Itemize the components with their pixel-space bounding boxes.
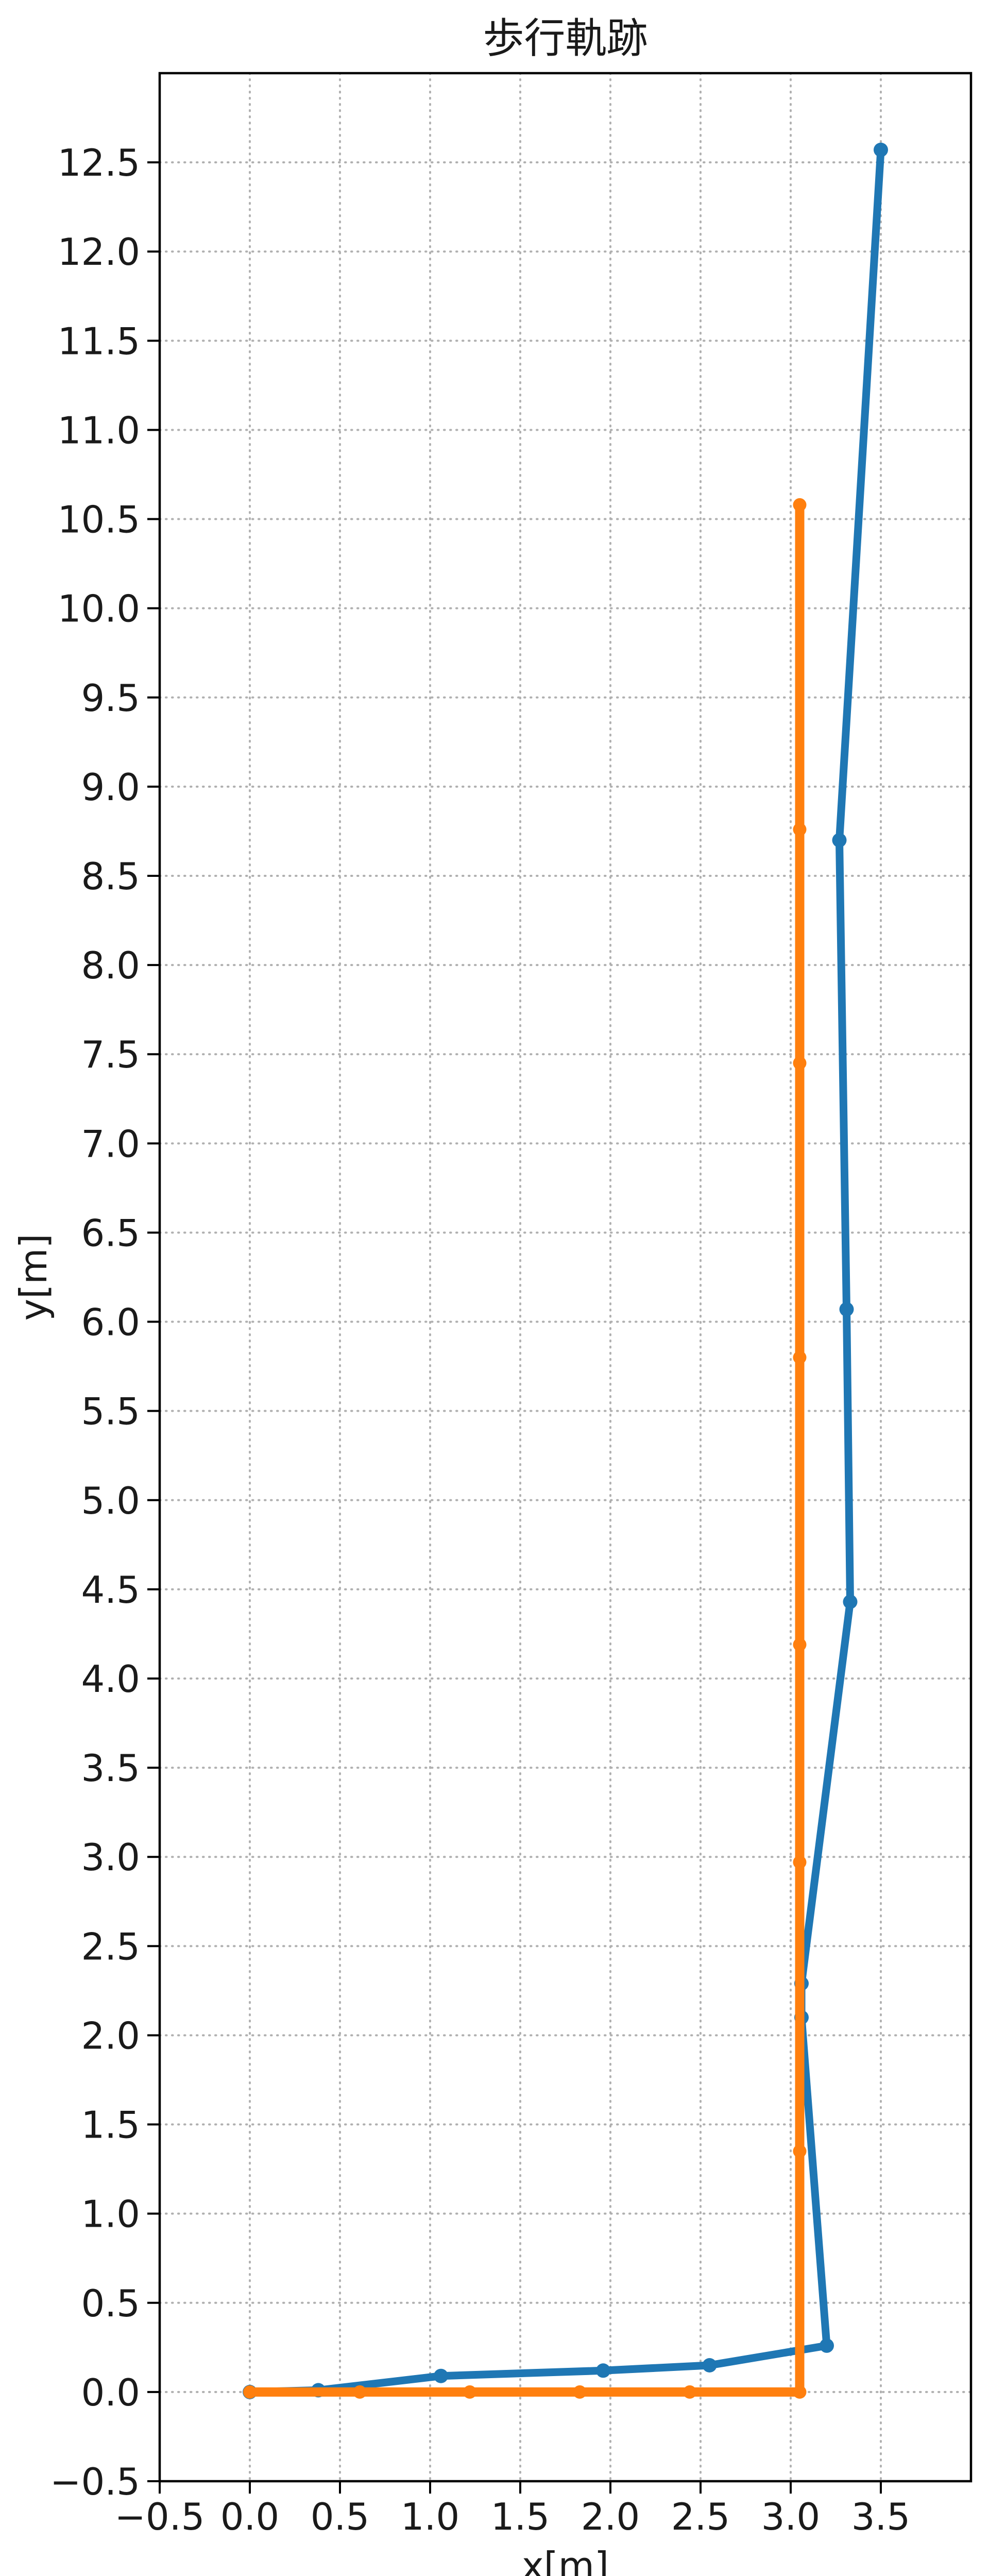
y-tick-label: 7.5 (81, 1033, 140, 1076)
x-axis-label: x[m] (522, 2544, 609, 2576)
y-tick-label: 9.0 (81, 766, 140, 809)
reference-trajectory-marker (793, 1056, 807, 1070)
measured-trajectory-marker (874, 142, 888, 157)
grid-layer (159, 72, 972, 2482)
reference-trajectory-marker (353, 2385, 367, 2399)
y-tick-label: 6.5 (81, 1211, 140, 1255)
reference-trajectory-marker (793, 1855, 807, 1869)
y-tick-label: 5.0 (81, 1479, 140, 1522)
reference-trajectory-marker (683, 2385, 696, 2399)
y-axis-label: y[m] (12, 1234, 55, 1321)
measured-trajectory-marker (839, 1302, 854, 1317)
axes-spines (158, 72, 973, 2483)
reference-trajectory-marker (573, 2385, 587, 2399)
chart-title: 歩行軌跡 (483, 14, 648, 62)
y-tick-label: 10.0 (58, 587, 140, 631)
y-tick-label: 9.5 (81, 676, 140, 720)
measured-trajectory-marker (843, 1595, 858, 1609)
y-tick-label: 5.5 (81, 1390, 140, 1433)
reference-trajectory-marker (243, 2385, 257, 2399)
y-tick-label: 1.5 (81, 2104, 140, 2147)
reference-trajectory-marker (793, 2144, 807, 2158)
y-tick-label: 10.5 (58, 498, 140, 541)
measured-trajectory-marker (434, 2368, 448, 2383)
reference-trajectory-marker (793, 1350, 807, 1364)
reference-trajectory-marker (793, 498, 807, 512)
x-tick-label: 3.5 (851, 2495, 911, 2538)
y-tick-label: 3.5 (81, 1747, 140, 1790)
reference-trajectory-marker (463, 2385, 476, 2399)
reference-trajectory-line (245, 500, 805, 2397)
measured-trajectory-marker (702, 2358, 717, 2372)
y-tick-label: 2.0 (81, 2014, 140, 2057)
y-tick-label: 4.5 (81, 1568, 140, 1612)
y-tick-label: 8.5 (81, 855, 140, 898)
y-tick-label: 0.5 (81, 2282, 140, 2325)
y-tick-label: 6.0 (81, 1301, 140, 1344)
y-tick-label: 2.5 (81, 1925, 140, 1968)
y-tick-label: 3.0 (81, 1836, 140, 1879)
y-tick-label: 12.5 (58, 141, 140, 184)
x-tick-label: 2.0 (581, 2495, 640, 2538)
y-tick-label: 1.0 (81, 2193, 140, 2236)
measured-trajectory-line (246, 146, 885, 2396)
y-tick-label: 11.0 (58, 409, 140, 452)
x-tick-label: 1.5 (491, 2495, 550, 2538)
y-tick-label: 7.0 (81, 1122, 140, 1165)
x-tick-label: 0.5 (311, 2495, 370, 2538)
y-tick-label: 0.0 (81, 2371, 140, 2414)
y-tick-label: 4.0 (81, 1657, 140, 1701)
y-tick-label: 8.0 (81, 944, 140, 987)
reference-trajectory-marker (793, 1638, 807, 1652)
measured-trajectory-marker (820, 2338, 834, 2353)
y-tick-label: −0.5 (50, 2460, 140, 2503)
reference-trajectory-marker (793, 2385, 807, 2399)
y-tick-label: 12.0 (58, 230, 140, 274)
series-layer (243, 142, 888, 2399)
x-tick-label: 0.0 (220, 2495, 280, 2538)
x-tick-label: 3.0 (761, 2495, 821, 2538)
x-tick-label: 2.5 (671, 2495, 730, 2538)
measured-trajectory-marker (832, 833, 847, 848)
x-tick-label: −0.5 (115, 2495, 205, 2538)
x-tick-label: 1.0 (401, 2495, 460, 2538)
axes-layer (147, 72, 973, 2494)
reference-trajectory-marker (793, 823, 807, 836)
measured-trajectory-marker (596, 2363, 610, 2378)
text-layer: 歩行軌跡 x[m] y[m] −0.5 0.0 0.5 1.0 1.5 2.0 2.5 3.0… (12, 14, 910, 2576)
y-tick-label: 11.5 (58, 319, 140, 363)
